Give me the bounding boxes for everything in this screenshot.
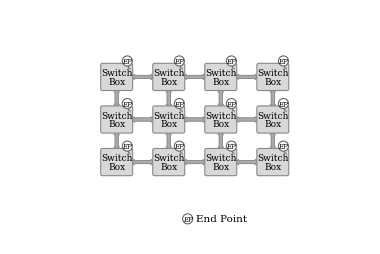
FancyArrow shape: [131, 75, 154, 81]
Text: EP: EP: [174, 58, 184, 66]
FancyArrow shape: [235, 75, 258, 81]
Text: EP: EP: [122, 142, 132, 151]
Circle shape: [122, 141, 132, 152]
Text: Switch: Switch: [205, 69, 236, 78]
FancyArrow shape: [218, 132, 224, 150]
Text: Box: Box: [212, 120, 230, 129]
Text: Switch: Switch: [257, 69, 288, 78]
FancyArrow shape: [183, 160, 206, 165]
Text: EP: EP: [279, 58, 288, 66]
FancyArrow shape: [218, 90, 224, 108]
Text: Box: Box: [212, 162, 230, 171]
Circle shape: [279, 57, 288, 67]
Circle shape: [226, 141, 236, 152]
FancyArrow shape: [166, 132, 172, 150]
Text: Box: Box: [264, 120, 282, 129]
Text: Switch: Switch: [101, 69, 133, 78]
FancyArrow shape: [114, 90, 120, 108]
FancyArrow shape: [131, 117, 154, 123]
Text: Switch: Switch: [153, 111, 184, 120]
Text: EP: EP: [279, 142, 288, 151]
FancyArrow shape: [235, 160, 258, 165]
Text: EP: EP: [174, 100, 184, 108]
Text: Box: Box: [108, 120, 125, 129]
FancyArrow shape: [270, 90, 276, 108]
Text: EP: EP: [174, 142, 184, 151]
Circle shape: [122, 99, 132, 109]
Circle shape: [226, 99, 236, 109]
FancyArrow shape: [183, 160, 206, 165]
FancyBboxPatch shape: [153, 149, 185, 176]
Text: Box: Box: [212, 77, 230, 87]
FancyArrow shape: [235, 75, 258, 81]
Text: Box: Box: [108, 162, 125, 171]
Text: EP: EP: [226, 142, 236, 151]
FancyArrow shape: [114, 132, 120, 150]
FancyArrow shape: [218, 90, 224, 108]
FancyArrow shape: [131, 75, 154, 81]
Text: Switch: Switch: [257, 153, 288, 163]
Text: EP: EP: [122, 100, 132, 108]
Text: EP: EP: [279, 100, 288, 108]
FancyArrow shape: [270, 132, 276, 150]
Text: Box: Box: [264, 162, 282, 171]
FancyArrow shape: [166, 132, 172, 150]
FancyBboxPatch shape: [153, 106, 185, 134]
FancyBboxPatch shape: [205, 64, 237, 91]
Text: Switch: Switch: [205, 153, 236, 163]
FancyBboxPatch shape: [101, 149, 133, 176]
Text: Box: Box: [264, 77, 282, 87]
FancyArrow shape: [131, 160, 154, 165]
Text: EP: EP: [122, 58, 132, 66]
Text: Box: Box: [160, 77, 177, 87]
FancyArrow shape: [270, 90, 276, 108]
Circle shape: [183, 214, 193, 224]
FancyArrow shape: [218, 132, 224, 150]
FancyArrow shape: [270, 132, 276, 150]
Text: EP: EP: [183, 215, 193, 223]
FancyArrow shape: [166, 90, 172, 108]
FancyBboxPatch shape: [257, 149, 289, 176]
Circle shape: [174, 57, 184, 67]
FancyArrow shape: [131, 117, 154, 123]
FancyArrow shape: [235, 117, 258, 123]
FancyArrow shape: [131, 160, 154, 165]
Text: Switch: Switch: [101, 153, 133, 163]
Text: EP: EP: [226, 58, 236, 66]
FancyArrow shape: [235, 117, 258, 123]
Circle shape: [174, 141, 184, 152]
Text: End Point: End Point: [196, 215, 247, 224]
FancyArrow shape: [183, 117, 206, 123]
Circle shape: [174, 99, 184, 109]
Text: Box: Box: [160, 120, 177, 129]
FancyArrow shape: [183, 117, 206, 123]
FancyArrow shape: [166, 90, 172, 108]
Circle shape: [122, 57, 132, 67]
FancyBboxPatch shape: [101, 64, 133, 91]
FancyBboxPatch shape: [205, 106, 237, 134]
Circle shape: [279, 141, 288, 152]
Text: Switch: Switch: [257, 111, 288, 120]
FancyArrow shape: [183, 75, 206, 81]
FancyArrow shape: [114, 132, 120, 150]
Text: Switch: Switch: [153, 69, 184, 78]
Circle shape: [279, 99, 288, 109]
Text: Switch: Switch: [205, 111, 236, 120]
FancyArrow shape: [235, 160, 258, 165]
Text: EP: EP: [226, 100, 236, 108]
Text: Switch: Switch: [101, 111, 133, 120]
Text: Switch: Switch: [153, 153, 184, 163]
Text: Box: Box: [160, 162, 177, 171]
Circle shape: [226, 57, 236, 67]
FancyBboxPatch shape: [101, 106, 133, 134]
FancyArrow shape: [183, 75, 206, 81]
FancyBboxPatch shape: [205, 149, 237, 176]
FancyArrow shape: [114, 90, 120, 108]
FancyBboxPatch shape: [153, 64, 185, 91]
FancyBboxPatch shape: [257, 64, 289, 91]
Text: Box: Box: [108, 77, 125, 87]
FancyBboxPatch shape: [257, 106, 289, 134]
